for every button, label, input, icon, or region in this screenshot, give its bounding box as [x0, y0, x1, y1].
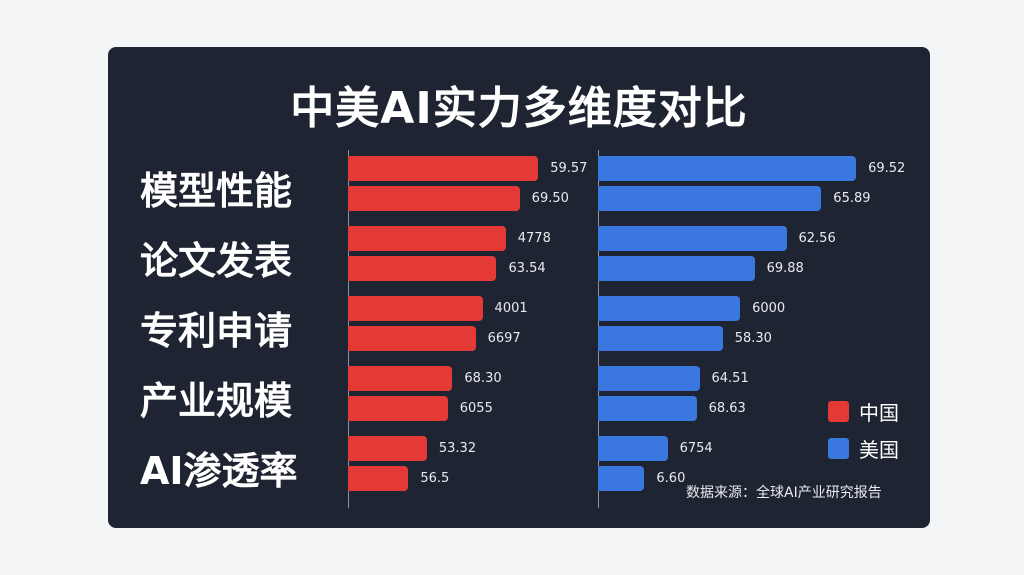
value-label: 69.52 [868, 161, 906, 176]
value-label: 6754 [679, 441, 713, 456]
legend-item-china: 中国 [828, 397, 899, 426]
category-label: 专利申请 [140, 309, 293, 353]
china-bar [348, 366, 453, 391]
value-label: 64.51 [711, 371, 749, 386]
value-label: 58.30 [734, 331, 772, 346]
china-bar [348, 256, 497, 281]
value-label: 68.30 [464, 371, 502, 386]
china-bar [348, 186, 520, 211]
value-label: 69.50 [531, 191, 569, 206]
category-label: AI渗透率 [140, 449, 298, 493]
category-label: 论文发表 [140, 239, 293, 283]
value-label: 6055 [459, 401, 493, 416]
usa-bar [598, 466, 645, 491]
usa-bar [598, 396, 697, 421]
china-bar [348, 226, 506, 251]
usa-bar [598, 366, 700, 391]
chart-panel [108, 47, 930, 528]
value-label: 6.60 [656, 471, 686, 486]
value-label: 63.54 [508, 261, 546, 276]
china-bar [348, 436, 427, 461]
chart-title: 中美AI实力多维度对比 [290, 83, 748, 134]
legend-item-usa: 美国 [828, 434, 899, 463]
value-label: 68.63 [708, 401, 746, 416]
usa-bar [598, 296, 741, 321]
value-label: 4001 [494, 301, 528, 316]
usa-bar [598, 186, 822, 211]
usa-bar [598, 226, 787, 251]
china-bar [348, 326, 476, 351]
usa-bar [598, 326, 723, 351]
usa-bar [598, 436, 668, 461]
value-label: 56.5 [420, 471, 450, 486]
category-label: 模型性能 [140, 169, 293, 213]
legend-swatch-china [828, 401, 849, 422]
value-label: 6697 [487, 331, 521, 346]
china-bar [348, 296, 483, 321]
value-label: 65.89 [833, 191, 871, 206]
china-bar [348, 466, 409, 491]
category-label: 产业规模 [140, 379, 293, 423]
legend-swatch-usa [828, 438, 849, 459]
value-label: 6000 [752, 301, 786, 316]
value-label: 62.56 [798, 231, 836, 246]
usa-bar [598, 256, 755, 281]
china-bar [348, 396, 448, 421]
data-source: 数据来源：全球AI产业研究报告 [686, 485, 882, 501]
value-label: 69.88 [766, 261, 804, 276]
value-label: 59.57 [550, 161, 588, 176]
china-bar [348, 156, 539, 181]
legend-label: 美国 [859, 438, 899, 462]
legend-label: 中国 [859, 401, 899, 425]
value-label: 53.32 [438, 441, 477, 456]
value-label: 4778 [517, 231, 551, 246]
usa-bar [598, 156, 857, 181]
